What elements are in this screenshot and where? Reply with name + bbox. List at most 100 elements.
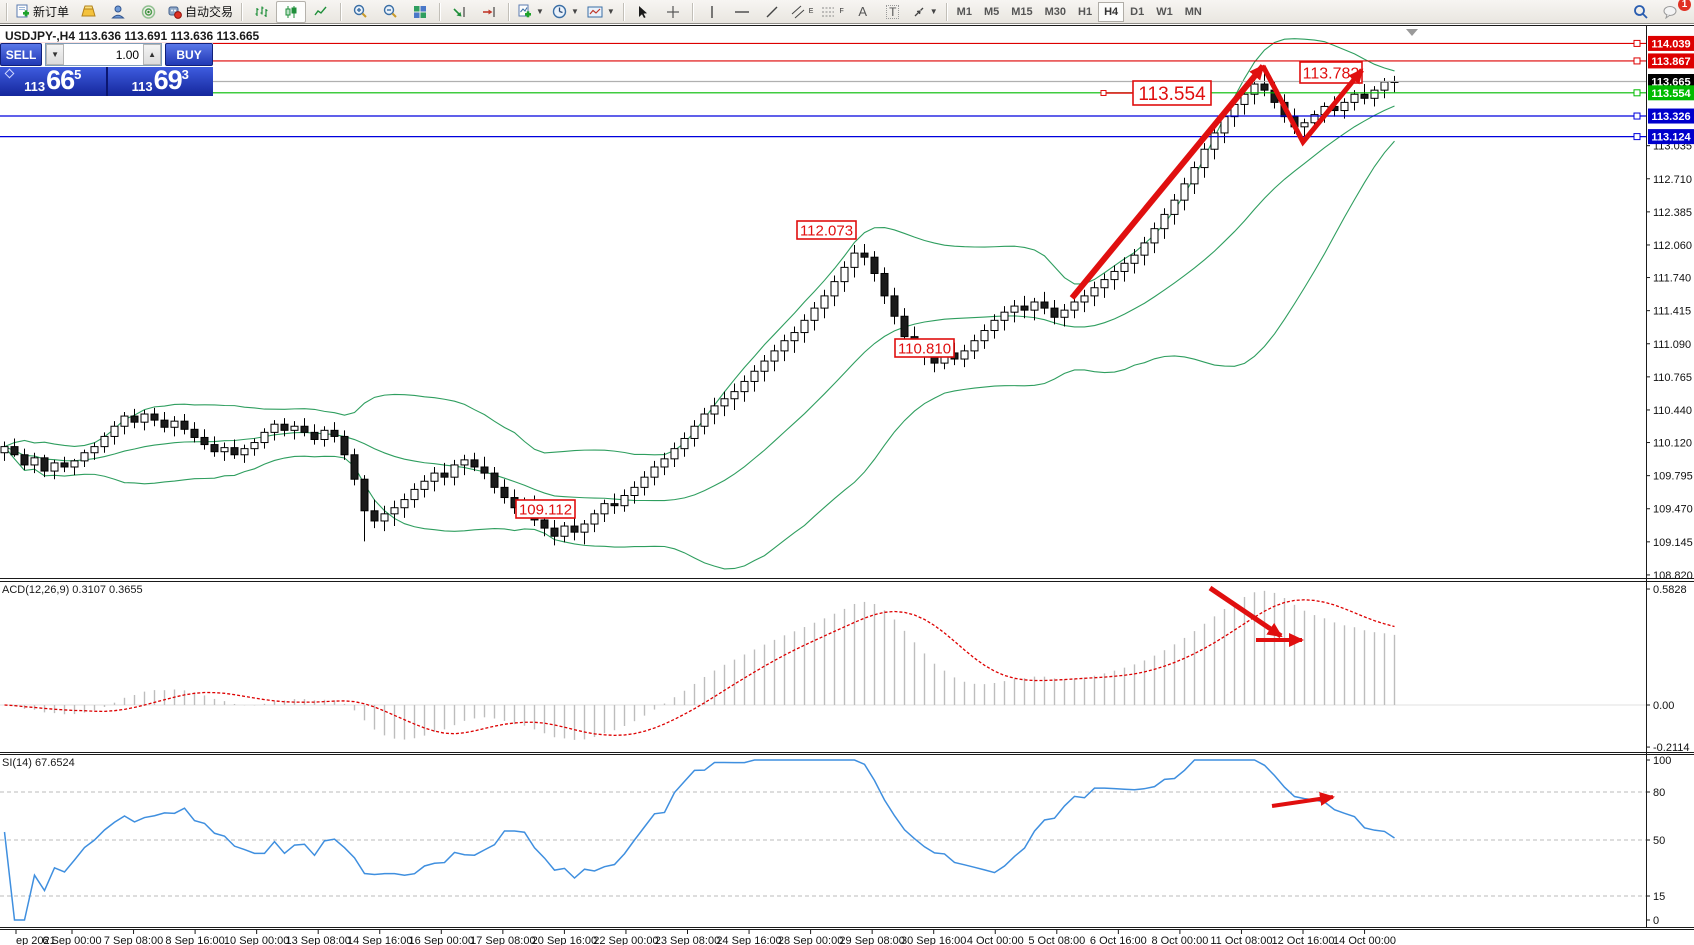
vertical-line-tool-button[interactable]	[697, 1, 727, 23]
search-button[interactable]	[1626, 1, 1656, 23]
arrows-tool-button[interactable]: ▼	[908, 1, 942, 23]
bull-candle	[1161, 214, 1168, 228]
line-endpoint-marker[interactable]	[1634, 90, 1640, 96]
callout-text: 110.810	[898, 340, 951, 357]
x-axis-label: 12 Oct 16:00	[1272, 935, 1335, 945]
horizontal-line-tool-button[interactable]	[727, 1, 757, 23]
macd-tick-label: 0.00	[1653, 700, 1674, 712]
zoom-out-button[interactable]	[375, 1, 405, 23]
text-tool-icon: A	[858, 5, 867, 18]
sell-button[interactable]: SELL	[0, 43, 42, 66]
notifications-button[interactable]: 1	[1656, 1, 1686, 23]
x-axis-label: 11 Oct 08:00	[1210, 935, 1272, 945]
zoom-in-icon	[353, 4, 368, 19]
bull-candle	[841, 267, 848, 281]
chart-canvas[interactable]: 113.035112.710112.385112.060111.740111.4…	[0, 0, 1694, 945]
line-endpoint-marker[interactable]	[1634, 40, 1640, 46]
bull-candle	[1381, 82, 1388, 90]
community-button[interactable]	[103, 1, 133, 23]
buy-button[interactable]: BUY	[165, 43, 213, 66]
chart-shift-button[interactable]	[474, 1, 504, 23]
volume-decrease-button[interactable]: ▼	[46, 44, 64, 65]
volume-increase-button[interactable]: ▲	[143, 44, 161, 65]
buy-price-point: 3	[182, 68, 189, 81]
line-endpoint-marker[interactable]	[1634, 134, 1640, 140]
bear-candle	[1261, 84, 1268, 90]
cursor-icon	[636, 5, 649, 19]
text-tool-button[interactable]: A	[848, 1, 878, 23]
volume-input[interactable]	[64, 44, 143, 65]
rsi-tick-label: 0	[1653, 915, 1659, 927]
timeframe-M15[interactable]: M15	[1005, 2, 1038, 22]
bear-candle	[151, 414, 158, 420]
bull-candle	[411, 489, 418, 499]
timeframe-D1[interactable]: D1	[1124, 2, 1150, 22]
toolbar-separator	[623, 3, 624, 21]
periods-button[interactable]: ▼	[548, 1, 583, 23]
bull-candle	[121, 416, 128, 426]
periods-clock-icon	[552, 4, 567, 19]
bull-candle	[751, 371, 758, 381]
sell-price-figure: 113	[24, 80, 45, 93]
indicators-button[interactable]: ▼	[513, 1, 548, 23]
new-order-button[interactable]: 新订单	[11, 1, 73, 23]
line-endpoint-marker[interactable]	[1634, 58, 1640, 64]
mt4-terminal: 新订单 自动交易	[0, 0, 1694, 945]
equidistant-channel-tool-button[interactable]: E	[787, 1, 818, 23]
bear-candle	[571, 526, 578, 532]
price-badge-label: 114.039	[1651, 38, 1690, 50]
bull-candle	[651, 467, 658, 477]
candle-chart-button[interactable]	[276, 1, 306, 23]
text-label-tool-button[interactable]: T	[878, 1, 908, 23]
timeframe-H4[interactable]: H4	[1098, 2, 1124, 22]
tile-windows-button[interactable]	[405, 1, 435, 23]
rsi-indicator-label: SI(14) 67.6524	[2, 757, 75, 769]
bar-chart-icon	[254, 5, 268, 19]
macd-tick-label: 0.5828	[1653, 584, 1687, 596]
zoom-in-button[interactable]	[345, 1, 375, 23]
bull-candle	[1211, 133, 1218, 149]
bull-candle	[771, 351, 778, 361]
templates-button[interactable]: ▼	[583, 1, 619, 23]
timeframe-M1[interactable]: M1	[951, 2, 978, 22]
crosshair-tool-button[interactable]	[658, 1, 688, 23]
bull-candle	[691, 426, 698, 438]
bull-candle	[261, 432, 268, 442]
x-axis-label: 8 Sep 16:00	[165, 935, 224, 945]
timeframe-W1[interactable]: W1	[1150, 2, 1179, 22]
line-chart-button[interactable]	[306, 1, 336, 23]
deposit-button[interactable]	[73, 1, 103, 23]
timeframe-M30[interactable]: M30	[1039, 2, 1072, 22]
cursor-tool-button[interactable]	[628, 1, 658, 23]
bull-candle	[291, 426, 298, 430]
fibonacci-tool-button[interactable]: F	[817, 1, 847, 23]
bear-candle	[361, 479, 368, 511]
bar-chart-button[interactable]	[246, 1, 276, 23]
bear-candle	[371, 511, 378, 521]
toolbar-separator	[508, 3, 509, 21]
x-axis-label: 20 Sep 16:00	[532, 935, 597, 945]
signals-button[interactable]	[133, 1, 163, 23]
bull-candle	[1061, 310, 1068, 317]
buy-price[interactable]: 113 69 3	[108, 67, 214, 96]
dropdown-caret-icon: ▼	[571, 7, 579, 16]
auto-scroll-button[interactable]	[444, 1, 474, 23]
rsi-tick-label: 15	[1653, 891, 1665, 903]
timeframe-M5[interactable]: M5	[978, 2, 1005, 22]
sell-price[interactable]: 113 66 5	[0, 67, 106, 96]
trendline-tool-button[interactable]	[757, 1, 787, 23]
y-tick-label: 112.060	[1653, 240, 1692, 252]
y-tick-label: 110.440	[1653, 405, 1692, 417]
bull-candle	[1111, 271, 1118, 279]
bull-candle	[1171, 200, 1178, 214]
auto-trading-button[interactable]: 自动交易	[163, 1, 237, 23]
timeframe-MN[interactable]: MN	[1179, 2, 1208, 22]
bear-candle	[881, 273, 888, 295]
bear-candle	[441, 473, 448, 477]
timeframe-H1[interactable]: H1	[1072, 2, 1098, 22]
line-endpoint-marker[interactable]	[1634, 113, 1640, 119]
bear-candle	[611, 504, 618, 506]
rsi-tick-label: 100	[1653, 755, 1671, 767]
arrows-tool-icon	[912, 5, 926, 19]
bull-candle	[741, 381, 748, 391]
